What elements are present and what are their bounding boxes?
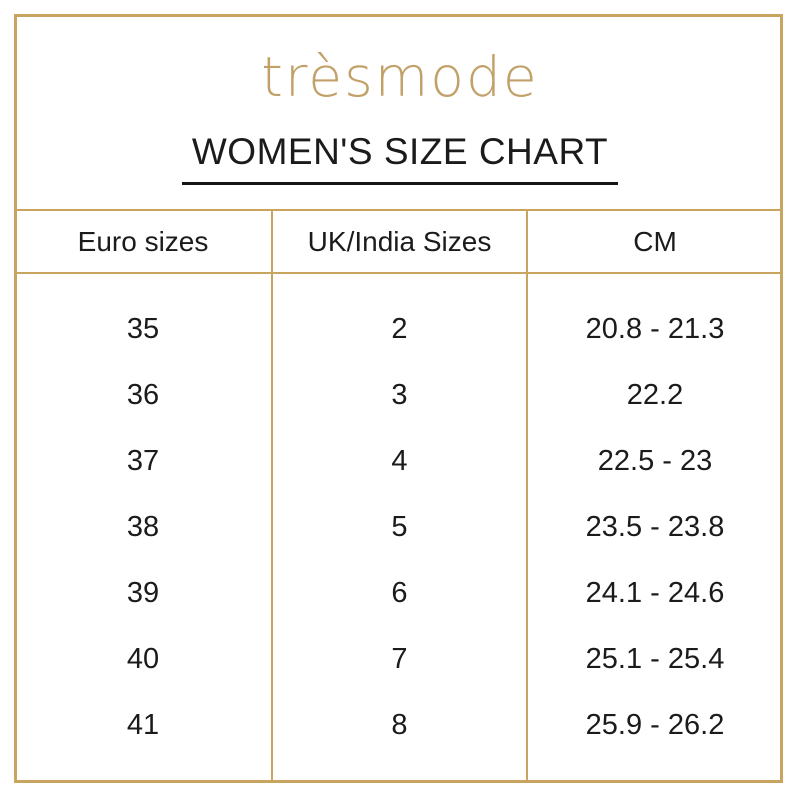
column-divider-1: [271, 209, 273, 783]
cell-uk-india-size: 3: [391, 378, 408, 411]
header-bottom-rule: [14, 272, 783, 274]
table-row: 41 8 25.9 - 26.2: [14, 692, 783, 758]
table-row: 36 3 22.2: [14, 362, 783, 428]
column-header-euro-sizes: Euro sizes: [77, 225, 209, 257]
column-divider-2: [526, 209, 528, 783]
cell-euro-size: 39: [126, 576, 160, 609]
table-header-row: Euro sizes UK/India Sizes CM: [14, 211, 783, 272]
cell-euro-size: 35: [126, 312, 160, 345]
cell-uk-india-size: 6: [391, 576, 408, 609]
cell-cm-range: 24.1 - 24.6: [585, 576, 725, 609]
table-top-rule: [14, 209, 783, 211]
cell-uk-india-size: 8: [391, 708, 408, 741]
cell-uk-india-size: 4: [391, 444, 408, 477]
title-container: WOMEN'S SIZE CHART: [0, 131, 800, 185]
cell-uk-india-size: 5: [391, 510, 408, 543]
table-body: 35 2 20.8 - 21.3 36 3 22.2 37 4 22.5 - 2…: [14, 274, 783, 783]
table-row: 40 7 25.1 - 25.4: [14, 626, 783, 692]
cell-cm-range: 25.1 - 25.4: [585, 642, 725, 675]
cell-uk-india-size: 7: [391, 642, 408, 675]
column-header-cm: CM: [633, 225, 677, 257]
cell-cm-range: 25.9 - 26.2: [585, 708, 725, 741]
column-header-uk-india-sizes: UK/India Sizes: [307, 225, 492, 257]
cell-cm-range: 22.2: [626, 378, 684, 411]
table-row: 39 6 24.1 - 24.6: [14, 560, 783, 626]
cell-euro-size: 41: [126, 708, 160, 741]
cell-euro-size: 40: [126, 642, 160, 675]
table-row: 37 4 22.5 - 23: [14, 428, 783, 494]
table-row: 35 2 20.8 - 21.3: [14, 296, 783, 362]
cell-cm-range: 22.5 - 23: [597, 444, 713, 477]
cell-cm-range: 20.8 - 21.3: [585, 312, 725, 345]
cell-euro-size: 36: [126, 378, 160, 411]
cell-euro-size: 38: [126, 510, 160, 543]
outer-border: [14, 14, 783, 783]
table-row: 38 5 23.5 - 23.8: [14, 494, 783, 560]
cell-uk-india-size: 2: [391, 312, 408, 345]
brand-logo: trèsmode: [261, 45, 539, 109]
page-title: WOMEN'S SIZE CHART: [181, 131, 619, 185]
cell-cm-range: 23.5 - 23.8: [585, 510, 725, 543]
cell-euro-size: 37: [126, 444, 160, 477]
